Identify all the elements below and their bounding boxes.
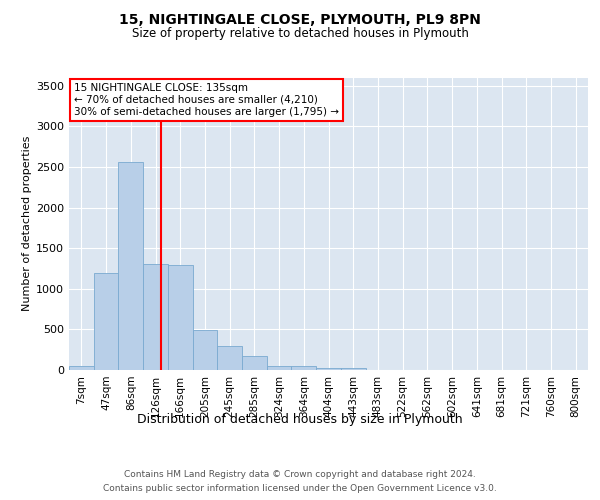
- Bar: [143, 264, 168, 370]
- Bar: [316, 368, 341, 370]
- Y-axis label: Number of detached properties: Number of detached properties: [22, 136, 32, 312]
- Bar: [341, 368, 365, 370]
- Bar: [69, 366, 94, 370]
- Text: Distribution of detached houses by size in Plymouth: Distribution of detached houses by size …: [137, 412, 463, 426]
- Bar: [94, 272, 118, 370]
- Text: Contains public sector information licensed under the Open Government Licence v3: Contains public sector information licen…: [103, 484, 497, 493]
- Bar: [168, 265, 193, 370]
- Bar: [118, 162, 143, 370]
- Text: Contains HM Land Registry data © Crown copyright and database right 2024.: Contains HM Land Registry data © Crown c…: [124, 470, 476, 479]
- Bar: [193, 330, 217, 370]
- Bar: [242, 356, 267, 370]
- Bar: [292, 366, 316, 370]
- Text: 15 NIGHTINGALE CLOSE: 135sqm
← 70% of detached houses are smaller (4,210)
30% of: 15 NIGHTINGALE CLOSE: 135sqm ← 70% of de…: [74, 84, 339, 116]
- Bar: [217, 346, 242, 370]
- Bar: [267, 366, 292, 370]
- Text: 15, NIGHTINGALE CLOSE, PLYMOUTH, PL9 8PN: 15, NIGHTINGALE CLOSE, PLYMOUTH, PL9 8PN: [119, 12, 481, 26]
- Text: Size of property relative to detached houses in Plymouth: Size of property relative to detached ho…: [131, 28, 469, 40]
